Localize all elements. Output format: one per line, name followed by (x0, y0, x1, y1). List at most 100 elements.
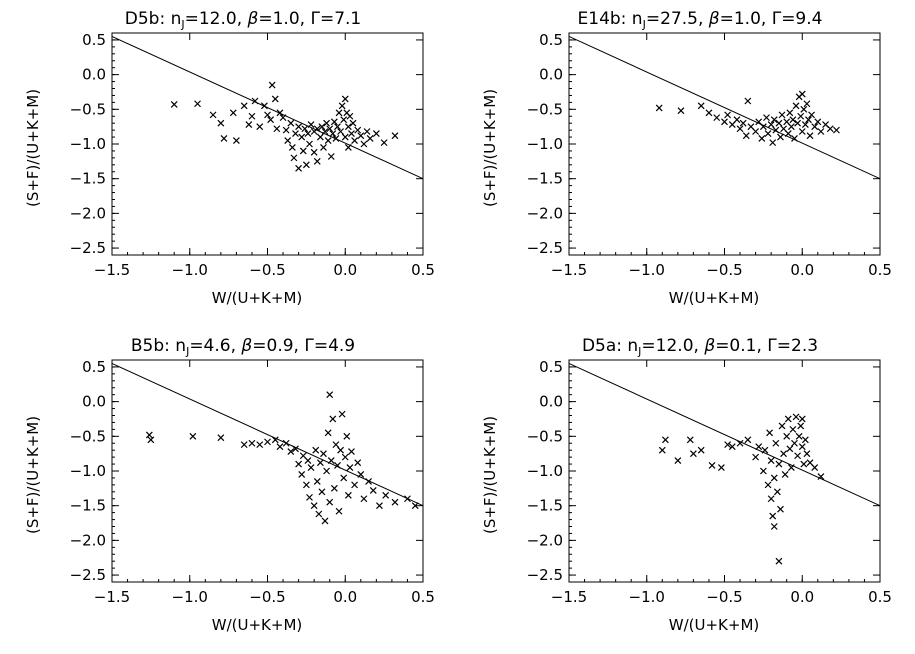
data-point (329, 130, 337, 138)
y-tick-label: −1.0 (527, 462, 563, 480)
x-tick-label: −0.5 (706, 261, 742, 279)
x-tick-label: 0.0 (790, 261, 814, 279)
data-point (658, 446, 666, 454)
data-point (787, 464, 795, 471)
x-tick-label: 0.0 (790, 588, 814, 606)
x-tick-label: −1.5 (551, 261, 587, 279)
data-point (282, 126, 290, 134)
data-point (315, 510, 323, 518)
panel-e14b: E14b: nJ=27.5, β=1.0, Γ=9.4 W/(U+K+M) (S… (481, 9, 892, 307)
data-point (340, 474, 348, 482)
data-point (304, 457, 312, 465)
data-point (344, 123, 352, 131)
data-point (295, 164, 303, 172)
data-point (792, 413, 800, 421)
data-point (764, 481, 772, 489)
data-point (268, 81, 276, 89)
data-point (260, 102, 268, 110)
data-point (655, 104, 663, 112)
data-point (767, 121, 775, 128)
data-point (357, 471, 365, 478)
data-point (279, 114, 287, 122)
data-point (330, 118, 338, 126)
data-point (256, 441, 264, 449)
data-point (689, 450, 697, 458)
y-tick-label: 0.0 (539, 393, 563, 411)
y-tick-label: −1.0 (70, 135, 106, 153)
data-point (287, 448, 295, 455)
y-tick-label: −0.5 (527, 427, 563, 445)
x-tick-label: −1.5 (94, 261, 130, 279)
data-point (798, 90, 806, 98)
data-point (794, 119, 802, 127)
data-point (312, 446, 320, 454)
x-axis-label: W/(U+K+M) (669, 289, 759, 307)
data-point (376, 502, 383, 510)
data-point (770, 116, 778, 124)
data-point (794, 452, 802, 460)
x-tick-label: 0.0 (333, 261, 357, 279)
data-point (800, 460, 808, 468)
data-point (357, 132, 365, 140)
data-point (795, 432, 803, 440)
data-point (783, 432, 791, 440)
data-point (770, 523, 778, 530)
data-point (273, 125, 281, 133)
y-axis-label: (S+F)/(U+K+M) (24, 89, 42, 207)
data-point (306, 140, 313, 148)
x-tick-label: 0.5 (868, 588, 892, 606)
y-tick-label: −2.5 (70, 566, 106, 584)
data-point (301, 125, 309, 133)
data-point (360, 140, 368, 148)
data-point (332, 441, 340, 449)
x-axis-label: W/(U+K+M) (212, 289, 302, 307)
data-point (323, 467, 331, 475)
data-point (313, 125, 321, 133)
plot-frame (568, 32, 881, 256)
data-point (717, 464, 725, 471)
data-point (324, 429, 332, 437)
data-point (791, 439, 798, 447)
data-point (770, 474, 778, 482)
data-point (307, 121, 315, 128)
data-point (791, 135, 798, 142)
data-point (145, 431, 153, 439)
data-point (335, 507, 343, 515)
data-point (391, 132, 399, 140)
data-point (346, 112, 354, 120)
data-point (744, 436, 752, 444)
y-tick-label: −2.0 (70, 204, 106, 222)
data-point (326, 498, 334, 506)
data-point (318, 488, 326, 496)
data-point (661, 436, 669, 444)
y-tick-label: 0.0 (82, 66, 106, 84)
data-point (323, 119, 331, 127)
data-point (772, 126, 780, 134)
data-point (209, 111, 217, 119)
data-point (767, 457, 775, 465)
data-point (248, 439, 256, 447)
y-tick-label: −0.5 (527, 100, 563, 118)
data-point (307, 464, 315, 471)
data-point (292, 130, 299, 138)
data-point (344, 144, 352, 151)
data-point (792, 102, 800, 110)
data-point (752, 453, 760, 461)
data-point (803, 450, 811, 458)
plot-frame (568, 359, 881, 583)
x-tick-label: 0.5 (411, 261, 435, 279)
data-point (310, 502, 318, 510)
data-point (380, 139, 388, 147)
data-point (302, 161, 310, 169)
data-point (773, 488, 781, 496)
data-point (713, 114, 721, 122)
data-point (276, 443, 284, 451)
y-axis-label: (S+F)/(U+K+M) (24, 416, 42, 534)
data-point (251, 97, 259, 105)
data-point (306, 493, 313, 501)
data-point (733, 116, 741, 124)
data-point (817, 473, 825, 480)
data-point (382, 491, 390, 499)
panel-title: D5b: nJ=12.0, β=1.0, Γ=7.1 (125, 9, 361, 31)
y-tick-label: −1.5 (70, 170, 106, 188)
